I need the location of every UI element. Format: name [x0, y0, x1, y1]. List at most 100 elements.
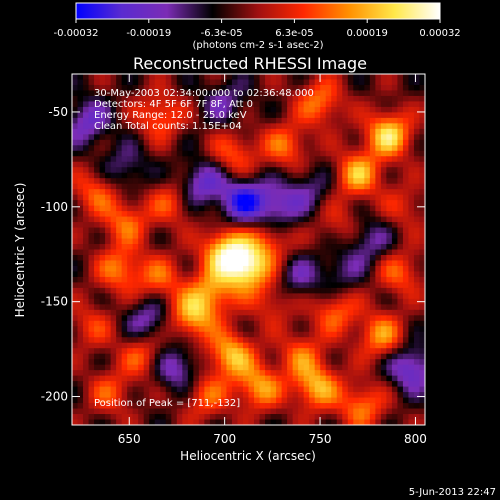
- heatmap-cell: [342, 249, 349, 256]
- heatmap-cell: [413, 172, 421, 179]
- heatmap-cell: [77, 172, 84, 179]
- heatmap-cell: [281, 364, 288, 371]
- heatmap-cell: [116, 386, 123, 393]
- heatmap-cell: [408, 414, 415, 421]
- heatmap-cell: [320, 364, 327, 371]
- heatmap-cell: [309, 95, 316, 103]
- heatmap-cell: [364, 370, 371, 377]
- heatmap-cell: [276, 106, 283, 113]
- heatmap-cell: [231, 211, 239, 218]
- heatmap-cell: [325, 123, 332, 130]
- heatmap-cell: [298, 265, 305, 273]
- heatmap-cell: [231, 194, 239, 201]
- heatmap-cell: [386, 364, 393, 371]
- heatmap-cell: [231, 298, 239, 305]
- heatmap-cell: [121, 194, 128, 201]
- heatmap-cell: [386, 348, 393, 355]
- heatmap-cell: [309, 172, 316, 179]
- heatmap-cell: [309, 145, 316, 152]
- heatmap-cell: [116, 139, 123, 146]
- heatmap-cell: [419, 90, 425, 97]
- heatmap-cell: [94, 271, 101, 278]
- heatmap-cell: [358, 145, 365, 152]
- heatmap-cell: [265, 227, 272, 234]
- heatmap-cell: [369, 370, 376, 377]
- heatmap-cell: [276, 172, 283, 179]
- heatmap-cell: [386, 123, 393, 130]
- heatmap-cell: [281, 205, 288, 212]
- heatmap-cell: [116, 276, 123, 283]
- heatmap-cell: [182, 282, 189, 289]
- heatmap-cell: [116, 381, 123, 388]
- heatmap-cell: [121, 145, 128, 152]
- heatmap-cell: [220, 353, 228, 360]
- heatmap-cell: [281, 222, 288, 229]
- heatmap-cell: [408, 375, 415, 382]
- heatmap-cell: [342, 397, 349, 404]
- heatmap-cell: [204, 90, 211, 97]
- heatmap-cell: [110, 414, 117, 421]
- heatmap-cell: [391, 216, 399, 223]
- heatmap-cell: [193, 178, 200, 185]
- heatmap-cell: [171, 287, 178, 294]
- heatmap-cell: [292, 128, 299, 135]
- heatmap-cell: [342, 298, 349, 305]
- heatmap-cell: [386, 167, 393, 174]
- heatmap-cell: [99, 238, 106, 245]
- heatmap-cell: [270, 375, 277, 382]
- heatmap-cell: [259, 364, 266, 371]
- heatmap-cell: [143, 211, 150, 218]
- heatmap-cell: [138, 282, 145, 289]
- heatmap-cell: [149, 194, 156, 201]
- heatmap-cell: [220, 315, 228, 322]
- heatmap-cell: [380, 123, 387, 130]
- heatmap-cell: [375, 254, 382, 262]
- heatmap-cell: [171, 167, 178, 174]
- heatmap-cell: [138, 150, 145, 157]
- heatmap-cell: [220, 128, 228, 135]
- heatmap-cell: [259, 331, 266, 338]
- heatmap-cell: [259, 211, 266, 218]
- heatmap-cell: [298, 79, 305, 86]
- heatmap-cell: [132, 128, 139, 135]
- heatmap-cell: [270, 244, 277, 251]
- heatmap-cell: [220, 271, 228, 278]
- heatmap-cell: [325, 293, 332, 300]
- heatmap-cell: [204, 326, 211, 333]
- heatmap-cell: [94, 84, 101, 92]
- heatmap-cell: [281, 117, 288, 124]
- heatmap-cell: [72, 326, 79, 333]
- heatmap-cell: [369, 408, 376, 415]
- heatmap-cell: [121, 156, 128, 163]
- heatmap-cell: [380, 244, 387, 251]
- heatmap-cell: [237, 112, 244, 119]
- heatmap-cell: [116, 326, 123, 333]
- heatmap-cell: [237, 156, 244, 163]
- heatmap-cell: [347, 386, 354, 393]
- heatmap-cell: [314, 112, 321, 119]
- heatmap-cell: [182, 287, 189, 294]
- heatmap-cell: [110, 95, 117, 103]
- heatmap-cell: [248, 364, 255, 371]
- heatmap-cell: [259, 298, 266, 305]
- heatmap-cell: [187, 282, 194, 289]
- heatmap-cell: [187, 265, 194, 273]
- heatmap-cell: [331, 95, 338, 103]
- heatmap-cell: [287, 222, 294, 229]
- heatmap-cell: [165, 282, 172, 289]
- heatmap-cell: [176, 200, 183, 207]
- heatmap-cell: [331, 375, 338, 382]
- heatmap-cell: [353, 364, 360, 371]
- heatmap-cell: [314, 320, 321, 327]
- heatmap-cell: [226, 293, 233, 300]
- heatmap-cell: [259, 106, 266, 113]
- heatmap-cell: [281, 293, 288, 300]
- heatmap-cell: [303, 123, 310, 130]
- heatmap-cell: [320, 298, 327, 305]
- heatmap-cell: [364, 222, 371, 229]
- heatmap-cell: [386, 254, 393, 262]
- heatmap-cell: [386, 331, 393, 338]
- heatmap-cell: [386, 183, 393, 190]
- heatmap-cell: [402, 123, 410, 130]
- heatmap-cell: [242, 189, 250, 196]
